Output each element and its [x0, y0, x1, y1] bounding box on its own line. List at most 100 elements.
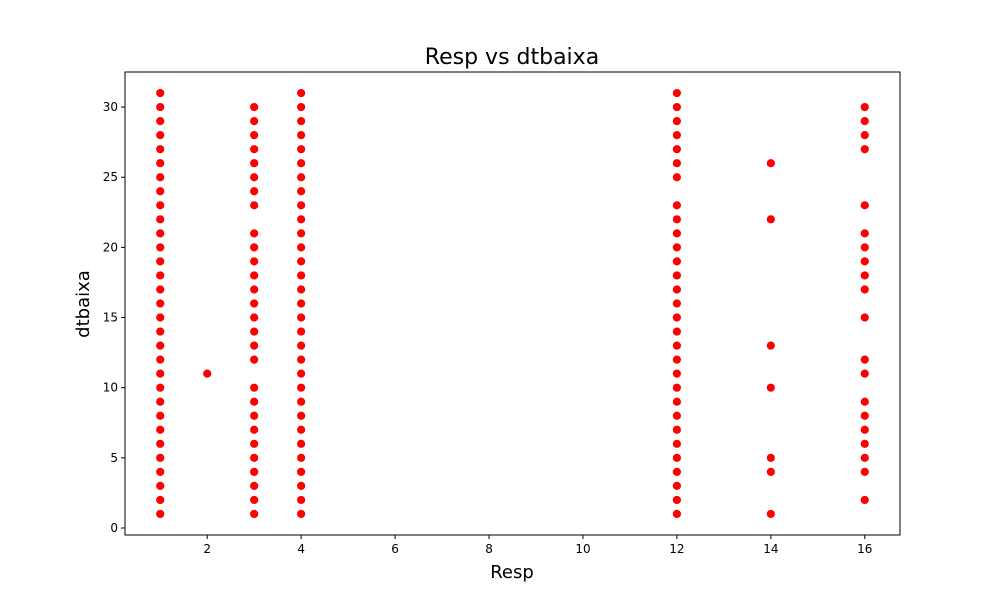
scatter-point: [155, 172, 166, 183]
scatter-points: [155, 88, 870, 519]
scatter-point: [765, 158, 776, 169]
scatter-point: [249, 200, 260, 211]
scatter-point: [155, 326, 166, 337]
scatter-point: [859, 466, 870, 477]
x-tick-label: 12: [669, 542, 684, 556]
scatter-point: [155, 256, 166, 267]
scatter-point: [296, 172, 307, 183]
scatter-point: [765, 466, 776, 477]
scatter-point: [155, 410, 166, 421]
scatter-point: [296, 312, 307, 323]
scatter-point: [155, 214, 166, 225]
scatter-point: [249, 186, 260, 197]
scatter-point: [155, 130, 166, 141]
scatter-point: [249, 396, 260, 407]
scatter-point: [671, 158, 682, 169]
scatter-point: [296, 354, 307, 365]
scatter-point: [296, 326, 307, 337]
scatter-point: [296, 368, 307, 379]
scatter-point: [155, 102, 166, 112]
scatter-point: [859, 242, 870, 253]
scatter-point: [155, 270, 166, 281]
x-tick-label: 16: [857, 542, 872, 556]
y-tick-label: 25: [103, 170, 118, 184]
x-axis-ticks: 2 4 6 8 10 12 14 16: [203, 535, 872, 556]
scatter-point: [155, 480, 166, 491]
scatter-point: [296, 424, 307, 435]
y-tick-label: 30: [103, 100, 118, 114]
scatter-point: [249, 130, 260, 141]
scatter-point: [155, 452, 166, 463]
scatter-point: [249, 340, 260, 351]
x-tick-label: 4: [297, 542, 305, 556]
scatter-point: [296, 452, 307, 463]
scatter-point: [249, 298, 260, 309]
scatter-point: [671, 368, 682, 379]
scatter-point: [671, 298, 682, 309]
scatter-point: [671, 410, 682, 421]
scatter-point: [249, 102, 260, 112]
scatter-point: [155, 88, 166, 98]
scatter-point: [671, 172, 682, 183]
scatter-point: [671, 509, 682, 519]
scatter-point: [249, 116, 260, 127]
scatter-point: [249, 158, 260, 169]
scatter-point: [155, 116, 166, 127]
scatter-point: [859, 424, 870, 435]
scatter-point: [249, 424, 260, 435]
scatter-point: [859, 368, 870, 379]
scatter-point: [155, 438, 166, 449]
scatter-point: [296, 186, 307, 197]
scatter-point: [859, 410, 870, 421]
scatter-point: [296, 200, 307, 211]
scatter-point: [249, 270, 260, 281]
scatter-point: [671, 424, 682, 435]
scatter-point: [671, 242, 682, 253]
scatter-point: [155, 200, 166, 211]
scatter-point: [249, 452, 260, 463]
scatter-point: [202, 368, 213, 379]
y-tick-label: 15: [103, 311, 118, 325]
scatter-point: [155, 298, 166, 309]
scatter-point: [859, 144, 870, 155]
scatter-point: [671, 480, 682, 491]
scatter-point: [859, 396, 870, 407]
scatter-point: [765, 214, 776, 225]
scatter-point: [859, 102, 870, 112]
scatter-point: [765, 340, 776, 351]
scatter-point: [296, 158, 307, 169]
x-tick-label: 8: [485, 542, 493, 556]
scatter-point: [296, 130, 307, 141]
scatter-point: [296, 396, 307, 407]
scatter-point: [155, 144, 166, 155]
scatter-point: [671, 270, 682, 281]
scatter-point: [155, 242, 166, 253]
scatter-point: [671, 284, 682, 295]
y-tick-label: 0: [110, 521, 118, 535]
scatter-point: [155, 509, 166, 519]
scatter-point: [249, 284, 260, 295]
scatter-point: [296, 438, 307, 449]
scatter-point: [765, 452, 776, 463]
y-axis-ticks: 0 5 10 15 20 25 30: [103, 100, 125, 535]
scatter-point: [155, 158, 166, 169]
scatter-point: [296, 382, 307, 393]
scatter-point: [671, 228, 682, 239]
scatter-point: [296, 480, 307, 491]
scatter-point: [671, 144, 682, 155]
scatter-point: [296, 298, 307, 309]
scatter-point: [671, 466, 682, 477]
scatter-point: [859, 130, 870, 141]
y-tick-label: 20: [103, 240, 118, 254]
scatter-point: [859, 256, 870, 267]
scatter-point: [296, 88, 307, 98]
scatter-point: [671, 214, 682, 225]
scatter-point: [249, 228, 260, 239]
chart-title: Resp vs dtbaixa: [425, 45, 599, 70]
scatter-point: [249, 466, 260, 477]
scatter-point: [296, 102, 307, 112]
scatter-point: [671, 200, 682, 211]
scatter-point: [296, 495, 307, 505]
x-tick-label: 14: [763, 542, 778, 556]
